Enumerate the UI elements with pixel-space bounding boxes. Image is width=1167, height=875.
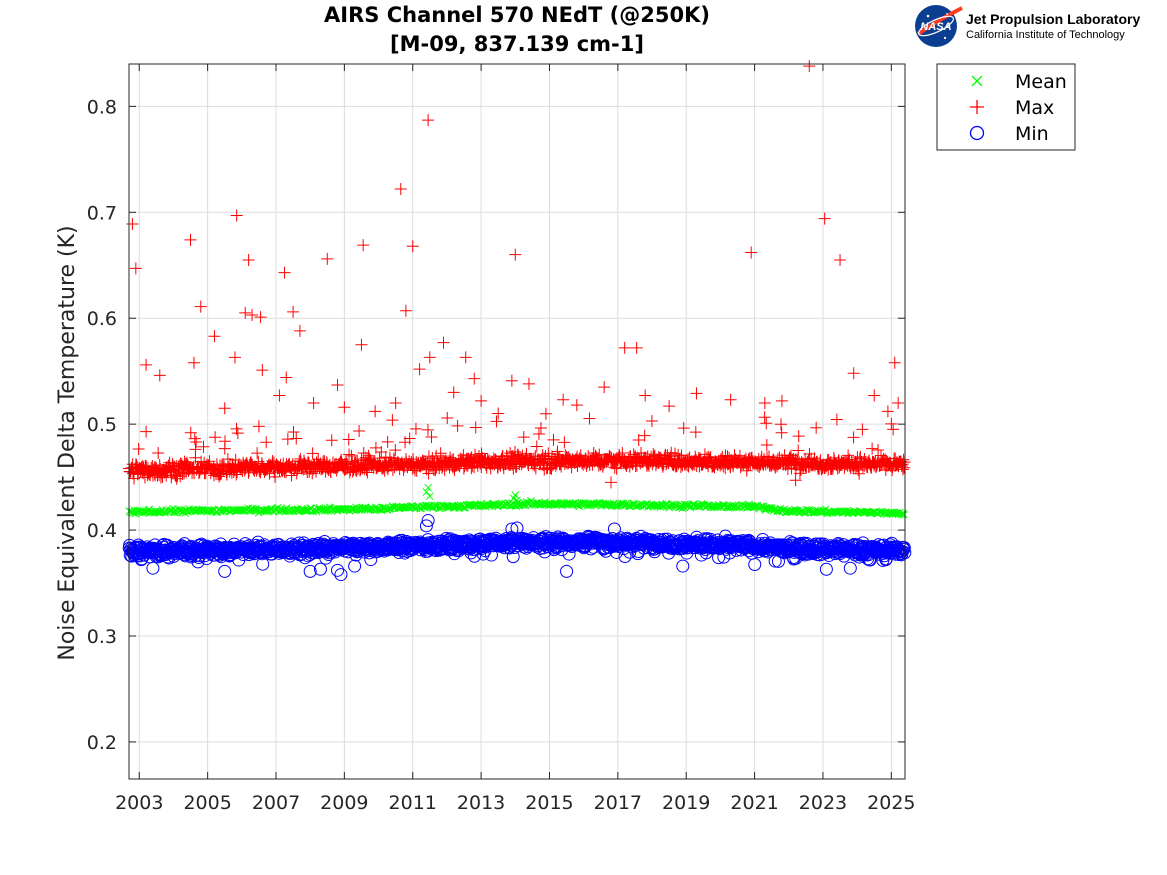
y-axis-label: Noise Equivalent Delta Temperature (K): [55, 225, 80, 660]
min-point: [218, 564, 232, 578]
chart-title-line-2: [M-09, 837.139 cm-1]: [390, 32, 644, 56]
series-layer: [122, 60, 912, 582]
y-tick-label: 0.2: [87, 732, 117, 754]
min-point: [607, 522, 621, 536]
legend-max-label: Max: [1015, 97, 1054, 119]
x-tick-label: 2007: [252, 792, 300, 814]
y-tick-label: 0.6: [87, 308, 117, 330]
x-tick-label: 2009: [320, 792, 368, 814]
min-point: [819, 562, 833, 576]
grid-lines: [129, 64, 905, 779]
x-tick-label: 2011: [389, 792, 437, 814]
chart-title-line-1: AIRS Channel 570 NEdT (@250K): [324, 3, 710, 27]
y-tick-label: 0.4: [87, 520, 117, 542]
min-point: [348, 559, 362, 573]
jpl-title: Jet Propulsion Laboratory: [966, 11, 1140, 27]
min-point: [334, 568, 348, 582]
max-point: [170, 472, 183, 485]
min-point: [843, 561, 857, 575]
series-min: [122, 514, 912, 582]
x-tick-label: 2019: [662, 792, 710, 814]
jpl-subtitle: California Institute of Technology: [966, 29, 1125, 41]
min-point: [676, 559, 690, 573]
max-point: [188, 432, 201, 445]
legend-min-label: Min: [1015, 123, 1049, 145]
x-tick-label: 2013: [457, 792, 505, 814]
min-point: [560, 564, 574, 578]
min-point: [313, 562, 327, 576]
min-point: [146, 561, 160, 575]
x-tick-label: 2015: [525, 792, 573, 814]
max-point: [189, 443, 202, 456]
legend-mean-label: Mean: [1015, 71, 1067, 93]
y-tick-label: 0.7: [87, 202, 117, 224]
nasa-logo-text: NASA: [920, 21, 951, 33]
x-tick-label: 2023: [799, 792, 847, 814]
min-point: [505, 522, 519, 536]
min-point: [419, 519, 433, 533]
max-point: [132, 442, 145, 455]
max-point: [152, 446, 165, 459]
jpl-logo: NASA Jet Propulsion Laboratory Californi…: [915, 5, 1140, 47]
plot-area: [129, 64, 905, 779]
x-tick-label: 2021: [730, 792, 778, 814]
x-tick-label: 2003: [115, 792, 163, 814]
max-point: [190, 436, 203, 449]
min-point: [510, 521, 524, 535]
y-tick-label: 0.3: [87, 626, 117, 648]
min-point: [421, 514, 435, 528]
x-tick-label: 2005: [183, 792, 231, 814]
min-point: [897, 541, 911, 555]
max-point: [197, 440, 210, 453]
y-tick-label: 0.5: [87, 414, 117, 436]
min-point: [748, 557, 762, 571]
legend: Mean Max Min: [936, 63, 1076, 151]
x-tick-label: 2025: [867, 792, 915, 814]
series-max: [123, 60, 911, 489]
min-point: [303, 564, 317, 578]
y-tick-label: 0.8: [87, 96, 117, 118]
min-point: [712, 551, 726, 565]
x-tick-label: 2017: [594, 792, 642, 814]
min-point: [331, 563, 345, 577]
